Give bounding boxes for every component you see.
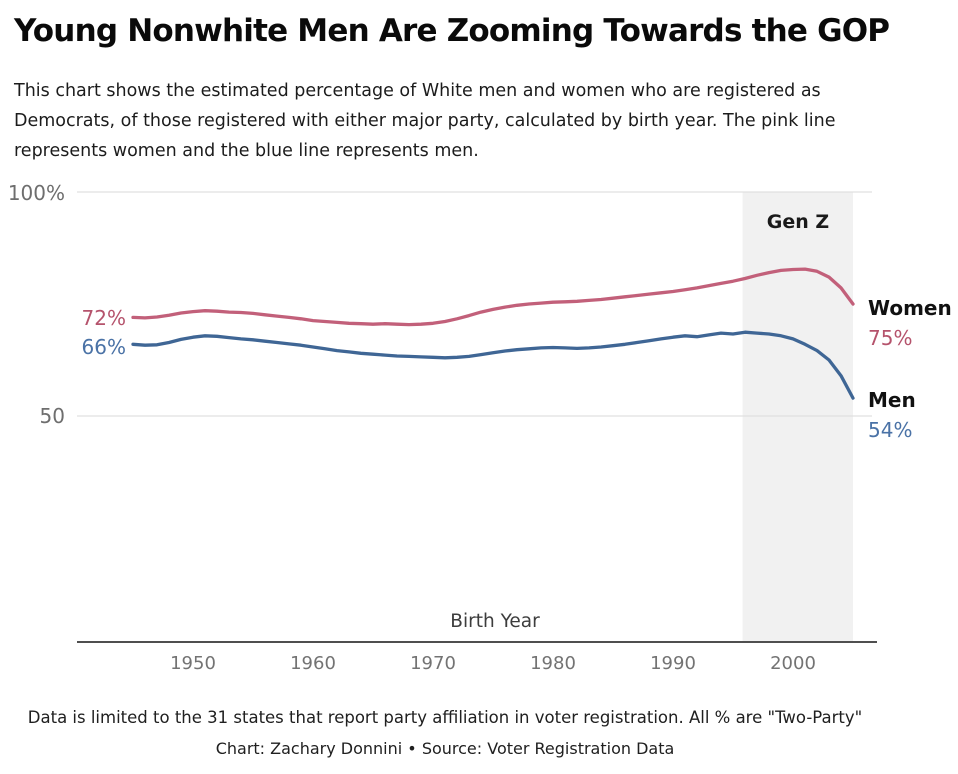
women-line xyxy=(131,267,855,327)
men-line xyxy=(131,330,855,400)
x-axis-title: Birth Year xyxy=(450,611,540,632)
women-start-label: 72% xyxy=(82,306,126,330)
x-tick-label: 1990 xyxy=(650,653,696,674)
men-start-label: 66% xyxy=(82,335,126,359)
y-axis-label-50: 50 xyxy=(40,404,65,428)
gen-z-band xyxy=(742,192,853,642)
footer-credit: Chart: Zachary Donnini • Source: Voter R… xyxy=(215,739,675,758)
x-tick-label: 1960 xyxy=(290,653,336,674)
line-chart: 100% 50 Gen Z 72% 66% Women 75% Men 54% … xyxy=(8,181,952,674)
subtitle-line-3: represents women and the blue line repre… xyxy=(14,141,479,161)
women-series-label: Women xyxy=(868,296,952,320)
subtitle-line-1: This chart shows the estimated percentag… xyxy=(14,81,821,101)
men-series-label: Men xyxy=(868,388,916,412)
x-tick-label: 1980 xyxy=(530,653,576,674)
x-tick-label: 1950 xyxy=(170,653,216,674)
y-axis-label-100: 100% xyxy=(8,181,65,205)
footer-note: Data is limited to the 31 states that re… xyxy=(27,708,863,727)
chart-subtitle: This chart shows the estimated percentag… xyxy=(14,76,954,166)
subtitle-line-2: Democrats, of those registered with eith… xyxy=(14,111,836,131)
x-tick-labels: 1950 1960 1970 1980 1990 2000 xyxy=(170,653,816,674)
men-end-value: 54% xyxy=(868,418,912,442)
x-tick-label: 2000 xyxy=(770,653,816,674)
women-end-value: 75% xyxy=(868,326,912,350)
gen-z-label: Gen Z xyxy=(767,211,829,233)
chart-title: Young Nonwhite Men Are Zooming Towards t… xyxy=(14,13,890,49)
x-tick-label: 1970 xyxy=(410,653,456,674)
